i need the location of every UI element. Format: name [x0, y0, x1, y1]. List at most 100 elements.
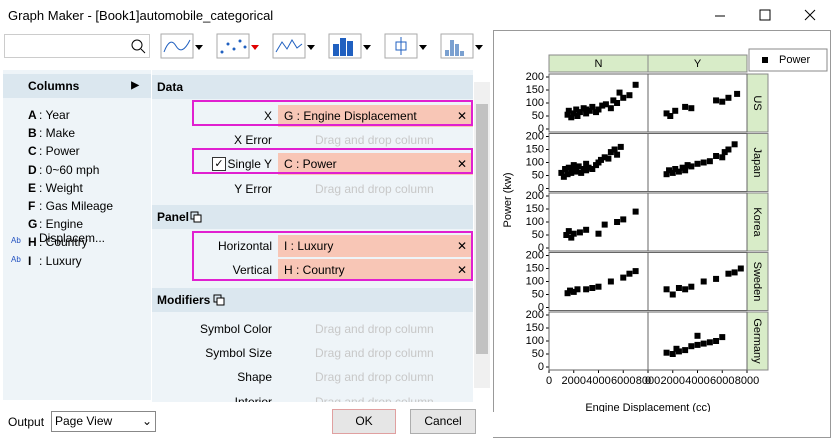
column-name[interactable]: : 0~60 mph: [39, 162, 100, 177]
point: [601, 221, 608, 228]
plot-type-toolbar[interactable]: [160, 32, 490, 62]
column-name[interactable]: : Year: [39, 108, 70, 122]
point: [669, 351, 676, 357]
point: [575, 163, 582, 170]
field-value[interactable]: G : Engine Displacement ✕: [278, 105, 473, 127]
point: [614, 151, 621, 158]
point: [583, 286, 590, 293]
column-name[interactable]: : Engine Displacem...: [39, 217, 106, 246]
section-icon[interactable]: [190, 211, 202, 223]
point: [568, 114, 575, 121]
clear-button[interactable]: ✕: [456, 109, 467, 123]
column-strip-label: N: [595, 58, 603, 70]
point: [607, 105, 614, 112]
point: [585, 164, 592, 171]
panel: [647, 252, 748, 311]
point: [565, 164, 572, 171]
column-letter[interactable]: G: [28, 217, 38, 232]
section-icon[interactable]: [213, 294, 225, 306]
search-box[interactable]: [4, 34, 150, 58]
column-letter[interactable]: D: [28, 162, 37, 177]
y-tick-label: 150: [526, 143, 544, 155]
point: [617, 143, 624, 150]
column-name[interactable]: : Power: [39, 144, 80, 159]
point: [688, 105, 695, 112]
point: [706, 158, 713, 165]
clear-button[interactable]: ✕: [456, 263, 467, 278]
window-controls[interactable]: [700, 0, 837, 30]
point: [576, 229, 583, 236]
field-label: Interior: [234, 394, 272, 402]
column-letter[interactable]: A: [28, 108, 37, 122]
column-name[interactable]: : Make: [39, 126, 76, 141]
point: [675, 168, 682, 175]
column-name[interactable]: : Weight: [39, 180, 83, 195]
x-tick-label: 6000: [611, 375, 635, 387]
drop-target[interactable]: Drag and drop column: [315, 346, 434, 361]
y-tick-label: 200: [526, 309, 544, 321]
point: [713, 97, 720, 104]
scrollbar[interactable]: [474, 82, 490, 388]
point: [611, 146, 618, 153]
preview-mask: [493, 412, 830, 437]
point: [583, 160, 590, 167]
legend-box: [748, 48, 828, 72]
column-letter[interactable]: E: [28, 180, 37, 195]
y-tick-label: 100: [526, 156, 544, 168]
point: [616, 89, 623, 96]
ok-button[interactable]: OK: [332, 409, 396, 434]
columns-header: Columns ▶: [3, 74, 151, 98]
point: [626, 92, 633, 99]
point: [682, 347, 689, 354]
point: [663, 286, 670, 293]
point: [583, 226, 590, 233]
point: [672, 166, 679, 172]
clear-button[interactable]: ✕: [456, 157, 467, 172]
column-letter[interactable]: B: [28, 126, 37, 141]
column-name[interactable]: : Luxury: [39, 253, 82, 268]
drop-target[interactable]: Drag and drop column: [315, 370, 434, 385]
point: [688, 163, 695, 170]
field-value[interactable]: I : Luxury ✕: [278, 235, 473, 257]
field-value-text: C : Power: [284, 157, 337, 172]
checkbox[interactable]: ✓: [212, 157, 226, 172]
field-label: Shape: [237, 370, 272, 385]
point: [576, 109, 583, 116]
highlight: [192, 231, 473, 281]
field-label: Y Error: [234, 181, 272, 196]
drop-target[interactable]: Drag and drop column: [315, 133, 434, 148]
field-value-text: H : Country: [284, 263, 345, 278]
output-select[interactable]: Page View ⌄: [51, 411, 156, 432]
row-strip-label: US: [751, 95, 763, 110]
column-name[interactable]: : Gas Mileage: [39, 199, 114, 213]
y-tick-label: 150: [526, 322, 544, 334]
point: [614, 219, 621, 225]
y-tick-label: 0: [538, 242, 544, 254]
point: [586, 107, 593, 114]
scroll-thumb[interactable]: [476, 104, 488, 354]
column-letter[interactable]: C: [28, 144, 37, 159]
point: [563, 232, 570, 238]
drop-target[interactable]: Drag and drop column: [315, 181, 434, 196]
type-badge: Ab: [11, 254, 21, 264]
drop-target[interactable]: Drag and drop column: [315, 394, 434, 402]
x-tick-label: 6000: [710, 375, 734, 387]
column-letter[interactable]: H: [28, 235, 37, 250]
field-value[interactable]: C : Power ✕: [278, 153, 473, 176]
column-letter[interactable]: F: [28, 199, 36, 213]
clear-button[interactable]: ✕: [456, 239, 467, 253]
field-value[interactable]: H : Country ✕: [278, 259, 473, 282]
y-tick-label: 150: [526, 84, 544, 96]
column-name[interactable]: : Country: [39, 235, 88, 250]
y-tick-label: 200: [526, 249, 544, 261]
drop-target[interactable]: Drag and drop column: [315, 322, 434, 336]
point: [725, 94, 732, 101]
expand-arrow[interactable]: ▶: [131, 80, 139, 91]
x-tick-label: 8000: [636, 375, 660, 387]
point: [694, 160, 701, 167]
y-axis-label: Power (kw): [502, 172, 514, 227]
field-label: X: [263, 109, 272, 123]
column-letter[interactable]: I: [28, 253, 32, 268]
cancel-button[interactable]: Cancel: [410, 409, 476, 434]
x-tick-label: 8000: [735, 375, 759, 387]
